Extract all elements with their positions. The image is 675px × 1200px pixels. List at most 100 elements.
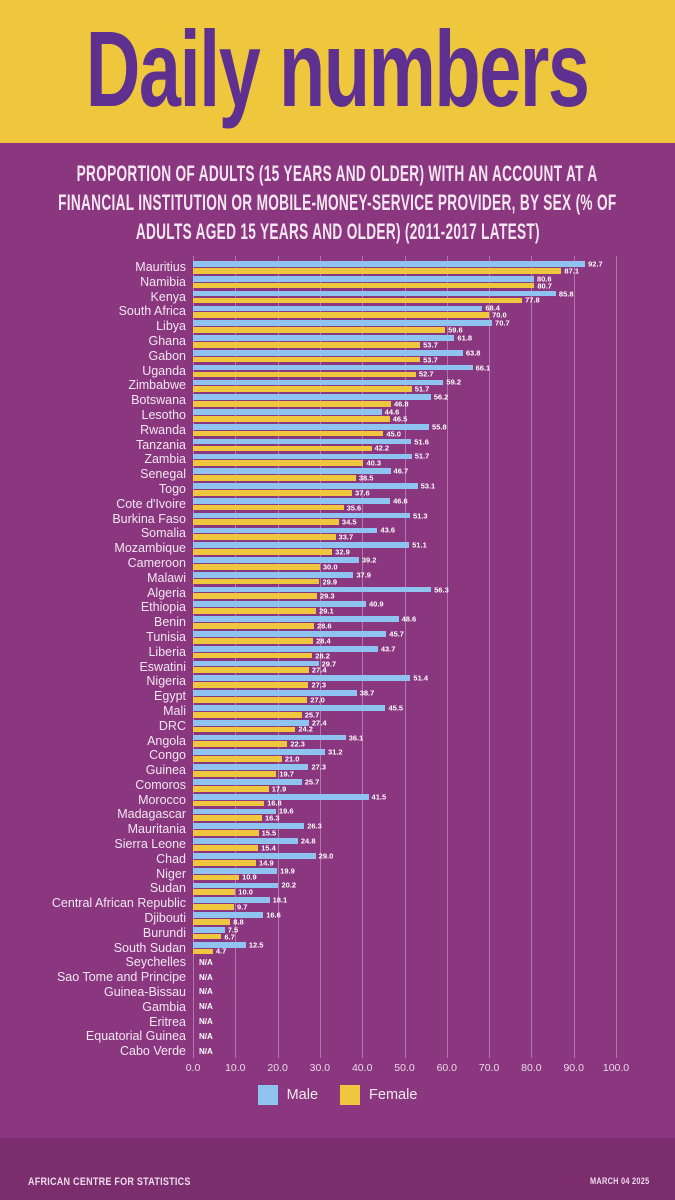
country-label: Senegal	[140, 467, 186, 482]
female-bar: 22.3	[193, 741, 305, 748]
country-label: Sudan	[149, 881, 186, 896]
male-value-label: 51.6	[414, 436, 429, 446]
bar-group: 56.3 29.3	[193, 586, 675, 601]
male-bar: 27.4	[193, 719, 327, 726]
gridline-50.0	[404, 256, 406, 1059]
male-value-label: 45.5	[388, 703, 404, 713]
male-bar: 12.5	[193, 941, 263, 948]
male-bar: 51.6	[193, 438, 429, 445]
male-bar: 92.7	[193, 260, 603, 267]
bar-group: 51.6 42.2	[193, 438, 675, 453]
bar-group: 46.7 38.5	[193, 467, 675, 482]
chart-row: Madagascar 19.6 16.3	[0, 807, 675, 822]
female-value-label: 17.9	[271, 783, 287, 793]
female-value-label: 46.8	[393, 399, 409, 409]
gridline-100.0	[616, 256, 617, 1059]
male-bar: 31.2	[193, 749, 343, 756]
male-bar: 43.7	[193, 645, 395, 652]
country-label: Zambia	[144, 452, 186, 467]
male-value-label: 37.9	[356, 569, 371, 579]
female-value-label: 28.2	[315, 650, 330, 660]
chart-row: Senegal 46.7 38.5	[0, 467, 675, 482]
footer-band: AFRICAN CENTRE FOR STATISTICS MARCH 04 2…	[0, 1138, 675, 1200]
female-value-label: 80.7	[537, 280, 552, 290]
male-bar: 29.7	[193, 660, 336, 667]
bar-group: 51.7 40.3	[193, 452, 675, 467]
country-label: Central African Republic	[51, 896, 186, 911]
country-label: Somalia	[140, 526, 186, 541]
chart-row: Gabon 63.8 53.7	[0, 349, 675, 364]
country-label: Cote d'Ivoire	[116, 496, 186, 511]
country-label: Kenya	[150, 289, 186, 304]
male-value-label: 68.4	[485, 303, 500, 313]
male-value-label: 48.6	[401, 614, 417, 624]
male-value-label: 29.0	[318, 851, 334, 861]
female-bar: 10.0	[193, 888, 253, 896]
legend-label-male: Male	[286, 1087, 319, 1104]
female-bar: 4.7	[193, 948, 226, 955]
country-label: Guinea	[145, 763, 186, 778]
bar-group: 26.3 15.5	[193, 822, 675, 837]
female-bar: 27.3	[193, 681, 326, 688]
bar-group: 27.4 24.2	[193, 719, 675, 734]
bar-group: N/A	[193, 1015, 675, 1030]
bar-group: N/A	[193, 955, 675, 970]
female-value-label: 33.7	[338, 532, 354, 542]
female-value-label: 27.4	[311, 665, 327, 675]
male-value-label: 27.4	[311, 717, 327, 727]
female-value-label: 42.2	[374, 443, 390, 453]
male-value-label: 31.2	[327, 747, 343, 757]
chart-row: Algeria 56.3 29.3	[0, 586, 675, 601]
male-value-label: 19.6	[278, 806, 294, 816]
male-bar: 38.7	[193, 689, 374, 696]
chart-row: Mali 45.5 25.7	[0, 704, 675, 719]
country-label: Chad	[156, 851, 186, 866]
female-value-label: 19.7	[279, 769, 294, 779]
male-bar: 16.6	[193, 911, 281, 918]
subtitle-line-2: FINANCIAL INSTITUTION OR MOBILE-MONEY-SE…	[58, 190, 617, 215]
na-label: N/A	[199, 1017, 213, 1027]
male-value-label: 46.7	[393, 466, 409, 476]
female-value-label: 25.7	[304, 709, 320, 719]
country-label: Cabo Verde	[119, 1044, 186, 1059]
country-label: Lesotho	[141, 407, 186, 422]
bar-group: 63.8 53.7	[193, 349, 675, 364]
female-value-label: 30.0	[322, 561, 338, 571]
male-value-label: 61.8	[457, 333, 473, 343]
chart-row: Comoros 25.7 17.9	[0, 778, 675, 793]
male-value-label: 40.9	[369, 599, 384, 609]
x-tick-100.0: 100.0	[602, 1062, 630, 1075]
male-value-label: 24.8	[300, 836, 316, 846]
country-label: Mozambique	[114, 541, 186, 556]
female-value-label: 40.3	[366, 458, 382, 468]
female-bar: 52.7	[193, 371, 434, 378]
bar-group: 45.7 28.4	[193, 630, 675, 645]
bar-group: 18.1 9.7	[193, 896, 675, 911]
female-value-label: 28.4	[316, 635, 331, 645]
country-label: Algeria	[147, 585, 186, 600]
chart-row: Togo 53.1 37.6	[0, 482, 675, 497]
female-value-label: 8.8	[233, 917, 244, 927]
bar-group: 55.8 45.0	[193, 423, 675, 438]
chart-row: Rwanda 55.8 45.0	[0, 423, 675, 438]
female-value-label: 70.0	[492, 310, 507, 320]
male-bar: 29.0	[193, 852, 333, 859]
gridline-60.0	[446, 256, 448, 1059]
female-value-label: 32.9	[335, 547, 350, 557]
bar-group: 51.4 27.3	[193, 674, 675, 689]
bar-group: 51.1 32.9	[193, 541, 675, 556]
country-label: Uganda	[142, 363, 186, 378]
female-bar: 46.8	[193, 400, 409, 407]
gridline-30.0	[319, 256, 321, 1059]
chart-row: Djibouti 16.6 8.8	[0, 911, 675, 926]
female-bar: 6.7	[193, 933, 235, 940]
female-value-label: 59.6	[448, 325, 463, 335]
male-bar: 66.1	[193, 364, 490, 371]
female-bar: 59.6	[193, 326, 463, 333]
male-value-label: 41.5	[371, 791, 387, 801]
chart-row: Zambia 51.7 40.3	[0, 452, 675, 467]
gridline-80.0	[531, 256, 533, 1059]
male-value-label: 56.3	[434, 584, 449, 594]
chart-row: Cameroon 39.2 30.0	[0, 556, 675, 571]
male-value-label: 38.7	[359, 688, 375, 698]
